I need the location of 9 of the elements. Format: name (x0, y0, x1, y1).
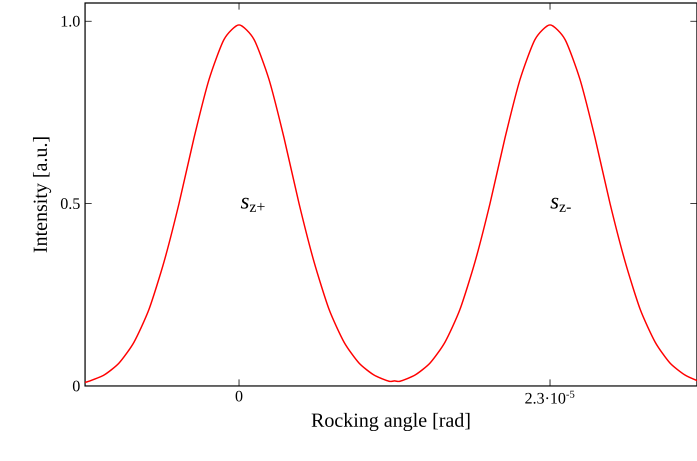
y-tick-label: 0.5 (60, 198, 80, 210)
x-tick-label: 2.3·10$^{-5}$ (525, 390, 574, 404)
annotation: s$_{z-}$ (550, 198, 571, 212)
y-tick-label: 0 (72, 380, 80, 392)
y-axis-title: Intensity [a.u.] (32, 137, 52, 252)
line-series (84, 24, 697, 384)
x-axis-title: Rocking angle [rad] (312, 412, 470, 432)
annotation: s$_{z+}$ (240, 198, 265, 212)
y-tick-label: 1.0 (62, 16, 80, 27)
